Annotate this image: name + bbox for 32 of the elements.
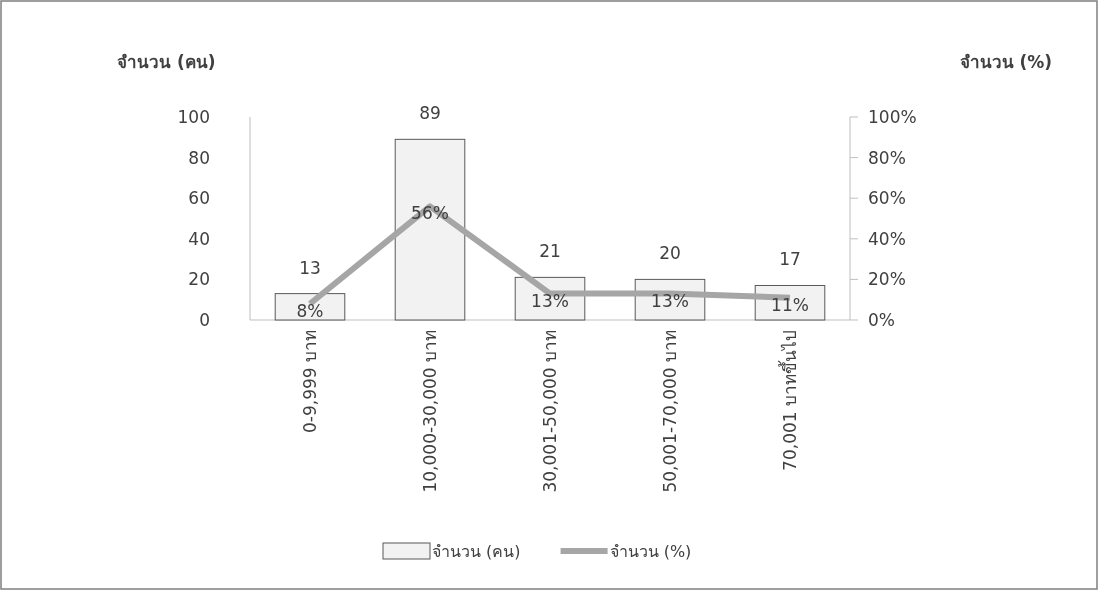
data-label: 13% <box>651 290 689 311</box>
x-tick-label: 50,001-70,000 บาท <box>660 330 680 493</box>
y2-tick-label: 40% <box>868 228 906 249</box>
x-tick-label: 10,000-30,000 บาท <box>420 330 440 493</box>
data-label: 21 <box>539 241 561 262</box>
y-tick-label: 0 <box>199 310 210 330</box>
y-tick-label: 80 <box>188 147 210 168</box>
legend-label: จำนวน (%) <box>609 542 692 561</box>
y2-tick-label: 0% <box>868 310 895 330</box>
y2-tick-label: 80% <box>868 147 906 168</box>
data-label: 89 <box>419 103 441 124</box>
y-axis-title: จำนวน (คน) <box>117 52 216 72</box>
y-tick-label: 20 <box>188 269 210 290</box>
y-tick-label: 60 <box>188 188 210 209</box>
data-label: 13% <box>531 290 569 311</box>
x-tick-label: 70,001 บาทขึ้นไป <box>778 330 800 471</box>
y-tick-label: 40 <box>188 228 210 249</box>
x-tick-label: 0-9,999 บาท <box>300 330 320 434</box>
data-label: 8% <box>296 300 324 321</box>
legend-label: จำนวน (คน) <box>432 542 521 561</box>
y2-axis-title: จำนวน (%) <box>959 52 1052 72</box>
bar <box>394 138 466 321</box>
data-label: 13 <box>299 257 321 278</box>
y2-tick-label: 20% <box>868 269 906 290</box>
x-tick-label: 30,001-50,000 บาท <box>540 330 560 493</box>
data-label: 17 <box>779 249 801 270</box>
data-label: 11% <box>771 294 809 315</box>
y-tick-label: 100 <box>177 107 210 127</box>
data-label: 56% <box>411 203 449 224</box>
y2-tick-label: 100% <box>868 107 917 127</box>
data-label: 20 <box>659 243 681 264</box>
y2-tick-label: 60% <box>868 188 906 209</box>
